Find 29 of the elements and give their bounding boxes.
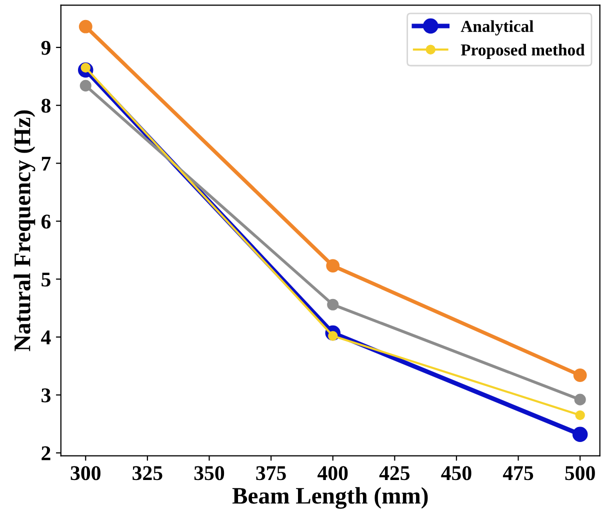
legend-label: Proposed method bbox=[460, 44, 585, 59]
legend-label: Analytical bbox=[460, 20, 534, 36]
y-tick-label: 6 bbox=[41, 214, 51, 229]
x-tick-label: 325 bbox=[132, 466, 162, 480]
x-tick-label: 350 bbox=[194, 466, 224, 480]
x-tick-label: 500 bbox=[565, 466, 595, 480]
x-tick-label: 475 bbox=[502, 466, 534, 480]
x-tick-label: 300 bbox=[70, 466, 100, 480]
x-tick-label: 425 bbox=[379, 466, 410, 480]
point bbox=[575, 410, 585, 420]
y-tick-label: 9 bbox=[41, 40, 50, 55]
x-tick-label: 375 bbox=[256, 466, 286, 480]
y-tick-label: 5 bbox=[42, 272, 50, 287]
point bbox=[78, 20, 92, 34]
x-axis-title: Beam Length (mm) bbox=[232, 487, 428, 509]
point bbox=[80, 80, 92, 92]
point bbox=[573, 368, 587, 382]
y-axis-title: Natural Frequency (Hz) bbox=[14, 110, 36, 352]
point bbox=[572, 426, 588, 442]
y-tick-label: 2 bbox=[42, 446, 50, 460]
point bbox=[574, 394, 586, 406]
x-tick-label: 450 bbox=[441, 466, 472, 480]
y-tick-label: 8 bbox=[41, 98, 50, 113]
point bbox=[326, 259, 340, 273]
y-tick-label: 7 bbox=[42, 156, 51, 170]
y-tick-label: 4 bbox=[41, 330, 51, 344]
point bbox=[327, 298, 339, 310]
x-tick-label: 400 bbox=[318, 466, 348, 480]
y-tick-label: 3 bbox=[42, 388, 50, 402]
